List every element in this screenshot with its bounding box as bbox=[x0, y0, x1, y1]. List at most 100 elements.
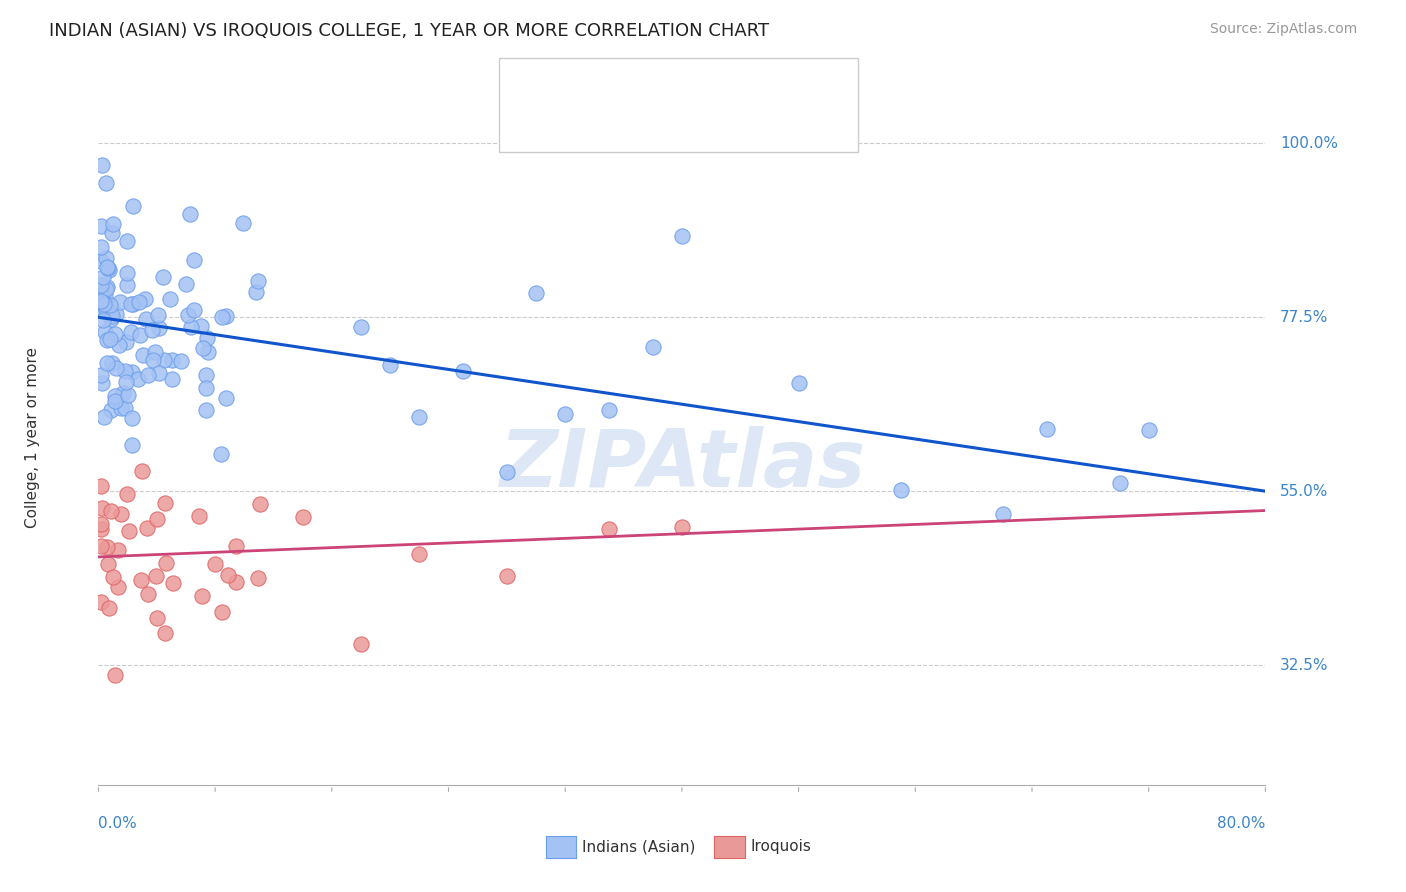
Text: 77.5%: 77.5% bbox=[1279, 310, 1329, 325]
Point bbox=[120, 325, 142, 339]
Point bbox=[641, 340, 664, 354]
Text: Iroquois: Iroquois bbox=[751, 839, 811, 854]
Point bbox=[787, 376, 810, 390]
Point bbox=[97, 557, 120, 571]
Point bbox=[100, 356, 122, 370]
Point bbox=[246, 274, 269, 288]
Point bbox=[96, 356, 118, 370]
Point bbox=[554, 408, 576, 422]
Point bbox=[152, 269, 174, 284]
Point bbox=[90, 516, 112, 531]
Point bbox=[114, 401, 136, 415]
Point bbox=[129, 328, 152, 343]
Text: INDIAN (ASIAN) VS IROQUOIS COLLEGE, 1 YEAR OR MORE CORRELATION CHART: INDIAN (ASIAN) VS IROQUOIS COLLEGE, 1 YE… bbox=[49, 22, 769, 40]
Text: N =  43: N = 43 bbox=[721, 115, 792, 133]
Point bbox=[103, 394, 125, 409]
Text: Indians (Asian): Indians (Asian) bbox=[582, 839, 696, 854]
Point bbox=[159, 292, 181, 306]
Point bbox=[101, 226, 124, 240]
Point bbox=[94, 301, 117, 315]
Point bbox=[100, 309, 122, 323]
Point bbox=[671, 520, 693, 534]
Point bbox=[115, 486, 138, 500]
Point bbox=[91, 270, 114, 285]
Point bbox=[110, 401, 132, 416]
Point bbox=[104, 668, 127, 682]
Point bbox=[153, 626, 176, 640]
Point bbox=[121, 438, 143, 452]
Point bbox=[90, 278, 112, 293]
Point bbox=[100, 503, 122, 517]
Point bbox=[188, 509, 211, 524]
Point bbox=[195, 368, 218, 383]
Point bbox=[496, 569, 519, 583]
Point bbox=[291, 510, 314, 524]
Point bbox=[90, 240, 112, 254]
Point bbox=[136, 587, 159, 601]
Point bbox=[93, 410, 115, 425]
Point bbox=[598, 522, 620, 536]
Point bbox=[96, 280, 118, 294]
Point bbox=[991, 508, 1014, 522]
Point bbox=[90, 293, 112, 308]
Point bbox=[103, 389, 125, 403]
Point bbox=[195, 402, 218, 417]
Point bbox=[98, 601, 121, 615]
Text: 80.0%: 80.0% bbox=[1218, 816, 1265, 830]
Point bbox=[96, 282, 118, 296]
Point bbox=[90, 294, 112, 309]
Point bbox=[90, 219, 112, 234]
Point bbox=[128, 295, 150, 310]
Text: N = 116: N = 116 bbox=[721, 77, 792, 95]
Point bbox=[132, 348, 155, 362]
Point bbox=[93, 294, 115, 309]
Point bbox=[100, 298, 122, 312]
Point bbox=[121, 365, 143, 379]
Point bbox=[225, 539, 247, 553]
Point bbox=[350, 320, 373, 334]
Point bbox=[90, 595, 112, 609]
Point bbox=[100, 402, 122, 417]
Point bbox=[148, 366, 170, 380]
Point bbox=[245, 285, 267, 300]
Point bbox=[107, 542, 129, 557]
Point bbox=[194, 381, 217, 395]
Point bbox=[146, 611, 169, 625]
Point bbox=[90, 539, 112, 553]
Point bbox=[232, 217, 254, 231]
Point bbox=[115, 234, 138, 248]
Point bbox=[496, 465, 519, 479]
Point bbox=[177, 308, 200, 322]
Point bbox=[108, 337, 131, 351]
Point bbox=[204, 557, 226, 571]
Point bbox=[90, 478, 112, 492]
Point bbox=[105, 361, 128, 376]
Point bbox=[180, 319, 202, 334]
Point bbox=[191, 589, 214, 603]
Point bbox=[215, 391, 238, 405]
Point bbox=[451, 364, 474, 378]
Point bbox=[91, 313, 114, 327]
Point bbox=[93, 289, 115, 303]
Point bbox=[129, 573, 152, 587]
Point bbox=[1137, 423, 1160, 437]
Point bbox=[93, 325, 115, 339]
Point bbox=[101, 217, 124, 231]
Point bbox=[1108, 476, 1130, 491]
Point bbox=[145, 512, 167, 526]
Point bbox=[117, 524, 139, 539]
Point bbox=[90, 376, 112, 391]
Point bbox=[94, 252, 117, 266]
Point bbox=[114, 375, 136, 389]
Point bbox=[100, 311, 122, 326]
Point bbox=[107, 580, 129, 594]
Point bbox=[110, 507, 132, 521]
Point bbox=[142, 353, 165, 368]
Point bbox=[598, 402, 620, 417]
Point bbox=[162, 575, 184, 590]
Text: 32.5%: 32.5% bbox=[1279, 657, 1329, 673]
Point bbox=[96, 541, 118, 555]
Text: ZIPAtlas: ZIPAtlas bbox=[499, 425, 865, 504]
Point bbox=[120, 297, 142, 311]
Point bbox=[190, 319, 212, 334]
